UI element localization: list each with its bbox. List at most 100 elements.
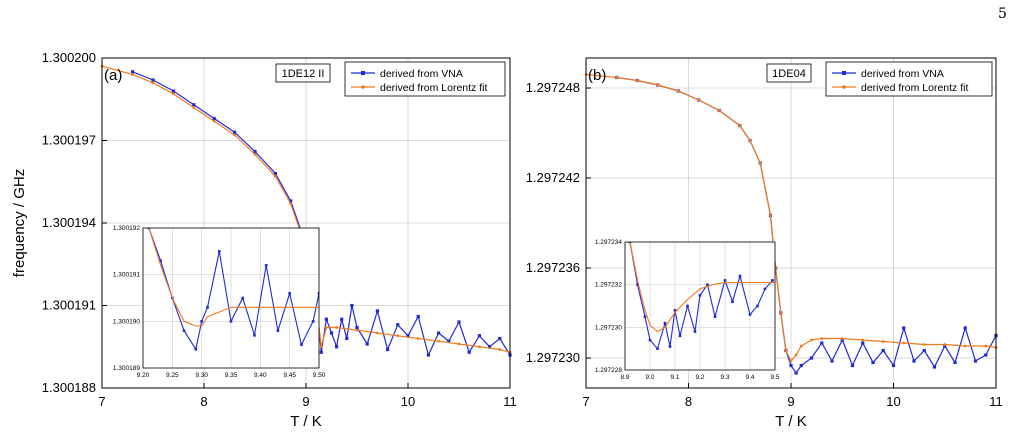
legend-swatch-marker — [842, 85, 846, 89]
data-point-lorentz-fit — [319, 345, 323, 349]
legend-box — [825, 61, 993, 97]
data-point-lorentz-fit — [984, 344, 988, 348]
inset-series-line-lorentz-fit — [148, 228, 319, 327]
data-point-vna — [830, 359, 834, 363]
inset-y-tick-label: 1.300192 — [113, 225, 140, 232]
data-point-lorentz-fit — [784, 349, 788, 352]
data-point-lorentz-fit — [799, 344, 803, 348]
data-point-vna — [416, 314, 420, 319]
data-point-lorentz-fit — [233, 133, 237, 137]
data-point-vna — [324, 317, 328, 321]
x-tick-label: 8 — [685, 394, 692, 409]
inset-data-point-vna — [678, 334, 682, 338]
inset-y-tick-label: 1.297234 — [595, 239, 622, 246]
inset-x-tick-label: 8.9 — [620, 374, 629, 381]
data-point-lorentz-fit — [810, 338, 813, 342]
data-point-vna — [953, 360, 957, 365]
data-point-vna — [984, 353, 988, 357]
data-point-lorentz-fit — [943, 343, 947, 346]
inset-data-point-vna — [636, 283, 639, 286]
inset-data-point-vna — [253, 334, 256, 337]
sample-name: 1DE04 — [772, 68, 806, 80]
sample-name-box — [275, 63, 331, 83]
x-tick-label: 10 — [401, 394, 415, 409]
inset-data-point-vna — [229, 320, 233, 323]
data-point-vna — [212, 116, 216, 121]
inset-x-tick-label: 9.50 — [313, 372, 326, 379]
data-point-vna — [467, 350, 471, 354]
inset-data-point-vna — [159, 259, 162, 262]
inset-data-point-vna — [713, 315, 717, 318]
inset-data-point-vna — [756, 304, 759, 308]
data-point-lorentz-fit — [635, 79, 639, 82]
inset-chart — [142, 227, 320, 369]
data-point-vna — [289, 199, 293, 203]
inset-data-point-vna — [738, 274, 742, 278]
data-point-vna — [345, 336, 349, 341]
sample-name-box — [766, 63, 812, 83]
data-point-vna — [406, 334, 410, 338]
inset-data-point-vna — [288, 292, 291, 295]
data-point-vna — [365, 342, 369, 346]
x-tick-label: 8 — [200, 394, 207, 409]
data-point-lorentz-fit — [738, 124, 742, 127]
inset-data-point-vna — [241, 296, 245, 300]
y-tick-label: 1.300200 — [42, 50, 96, 65]
data-point-vna — [396, 323, 400, 327]
data-point-vna — [329, 331, 334, 335]
data-point-lorentz-fit — [172, 92, 175, 96]
legend-swatch-marker — [361, 71, 365, 75]
inset-x-tick-label: 9.0 — [645, 374, 654, 381]
x-axis-label: T / K — [290, 413, 321, 430]
y-tick-label: 1.300194 — [42, 215, 96, 230]
data-point-vna — [922, 348, 926, 353]
sample-name: 1DE12 II — [282, 68, 325, 80]
data-point-lorentz-fit — [656, 83, 660, 87]
inset-y-tick-label: 1.300191 — [113, 272, 140, 279]
chart-panel-0 — [100, 57, 512, 389]
data-point-lorentz-fit — [274, 174, 277, 178]
data-point-vna — [273, 171, 277, 176]
data-point-lorentz-fit — [676, 89, 680, 93]
data-point-vna — [131, 70, 135, 74]
data-point-vna — [171, 89, 175, 93]
legend-swatch-marker — [842, 71, 846, 75]
data-point-vna — [902, 326, 906, 330]
inset-data-point-vna — [311, 320, 315, 323]
inset-y-tick-label: 1.300190 — [113, 318, 140, 325]
data-point-vna — [340, 317, 344, 321]
legend-entry: derived from VNA — [861, 68, 944, 80]
inset-x-tick-label: 9.2 — [695, 374, 704, 381]
data-point-vna — [820, 341, 824, 345]
x-tick-label: 7 — [98, 394, 105, 409]
data-point-lorentz-fit — [963, 344, 967, 348]
inset-data-point-vna — [217, 250, 221, 253]
data-point-lorentz-fit — [922, 343, 926, 346]
series-line-lorentz-fit — [585, 73, 997, 363]
data-point-vna — [498, 336, 502, 341]
data-point-lorentz-fit — [769, 214, 772, 217]
inset-data-point-vna — [276, 329, 280, 332]
inset-data-point-vna — [723, 279, 727, 282]
inset-frame — [142, 227, 320, 369]
data-point-vna — [350, 303, 354, 308]
data-point-vna — [943, 344, 947, 348]
data-point-lorentz-fit — [253, 152, 257, 156]
data-point-lorentz-fit — [820, 337, 824, 340]
data-point-lorentz-fit — [151, 81, 155, 85]
data-point-lorentz-fit — [376, 331, 379, 335]
y-tick-label: 1.297242 — [526, 170, 580, 185]
data-point-vna — [799, 363, 803, 368]
data-point-lorentz-fit — [437, 339, 440, 343]
inset-data-point-vna — [673, 308, 677, 312]
data-point-lorentz-fit — [325, 326, 328, 329]
inset-x-tick-label: 9.35 — [225, 372, 238, 379]
data-point-lorentz-fit — [881, 340, 885, 343]
data-point-vna — [794, 371, 798, 375]
inset-x-tick-label: 9.5 — [770, 374, 779, 381]
y-tick-label: 1.300188 — [42, 380, 96, 395]
inset-data-point-vna — [698, 294, 702, 297]
y-tick-label: 1.297236 — [526, 260, 580, 275]
data-point-vna — [386, 347, 390, 352]
data-point-vna — [233, 130, 237, 134]
